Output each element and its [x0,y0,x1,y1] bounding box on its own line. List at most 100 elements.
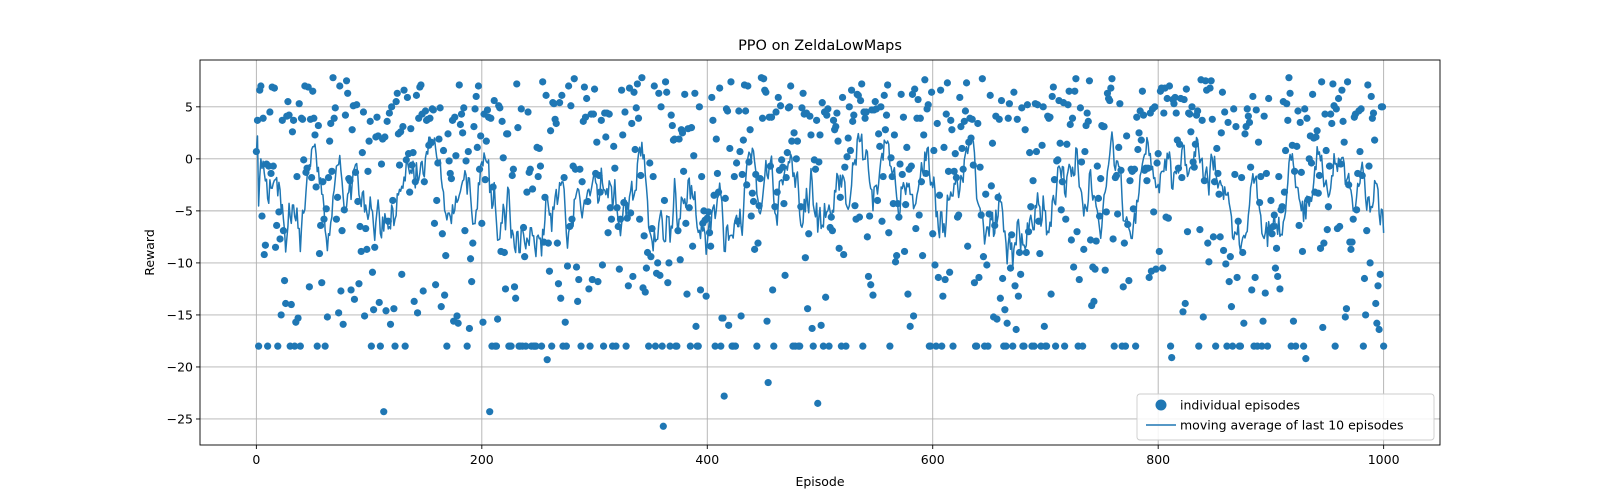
data-point [946,269,953,276]
data-point [351,296,358,303]
data-point [1364,81,1371,88]
data-point [1295,222,1302,229]
data-point [1106,97,1113,104]
data-point [1209,116,1216,123]
data-point [1300,343,1307,350]
data-point [887,154,894,161]
data-point [389,197,396,204]
data-point [675,135,682,142]
data-point [884,81,891,88]
data-point [413,92,420,99]
data-point [987,92,994,99]
data-point [257,82,264,89]
data-point [807,131,814,138]
data-point [637,172,644,179]
data-point [1085,118,1092,125]
data-point [661,197,668,204]
data-point [938,343,945,350]
data-point [1143,177,1150,184]
data-point [440,147,447,154]
data-point [1103,208,1110,215]
data-point [813,117,820,124]
data-point [841,164,848,171]
data-point [1249,93,1256,100]
data-point [585,285,592,292]
data-point [1328,120,1335,127]
data-point [270,163,277,170]
data-point [689,243,696,250]
data-point [1245,113,1252,120]
data-point [902,201,909,208]
data-point [804,305,811,312]
data-point [1212,343,1219,350]
data-point [1005,115,1012,122]
data-point [562,319,569,326]
data-point [866,212,873,219]
data-point [399,123,406,130]
data-point [1217,233,1224,240]
data-point [1347,246,1354,253]
data-point [1138,137,1145,144]
x-tick-label: 200 [470,452,494,467]
data-point [382,307,389,314]
data-point [1228,303,1235,310]
data-point [725,322,732,329]
data-point [1262,289,1269,296]
data-point [573,263,580,270]
data-point [643,265,650,272]
data-point [1292,343,1299,350]
data-point [1370,109,1377,116]
legend-label-scatter: individual episodes [1180,398,1300,413]
data-point [634,80,641,87]
data-point [482,176,489,183]
data-point [1022,126,1029,133]
data-point [1002,343,1009,350]
data-point [910,312,917,319]
data-point [1078,158,1085,165]
data-point [1283,100,1290,107]
data-point [948,126,955,133]
data-point [934,120,941,127]
data-point [892,258,899,265]
data-point [717,343,724,350]
data-point [698,173,705,180]
data-point [1303,115,1310,122]
data-point [1061,343,1068,350]
data-point [1166,82,1173,89]
data-point [349,126,356,133]
data-point [1374,282,1381,289]
data-point [462,157,469,164]
data-point [916,211,923,218]
data-point [775,94,782,101]
data-point [394,90,401,97]
data-point [1062,216,1069,223]
data-point [604,229,611,236]
data-point [1120,283,1127,290]
data-point [705,208,712,215]
data-point [332,104,339,111]
data-point [333,216,340,223]
data-point [760,75,767,82]
data-point [459,129,466,136]
data-point [1343,305,1350,312]
data-point [261,251,268,258]
data-point [858,80,865,87]
data-point [861,115,868,122]
data-point [1286,90,1293,97]
data-point [391,343,398,350]
data-point [874,197,881,204]
data-point [754,240,761,247]
data-point [1206,84,1213,91]
data-point [736,148,743,155]
data-point [983,261,990,268]
data-point [1253,106,1260,113]
data-point [1360,343,1367,350]
data-point [1342,313,1349,320]
data-point [1357,105,1364,112]
data-point [840,251,847,258]
data-point [1252,274,1259,281]
data-point [635,115,642,122]
data-point [1004,320,1011,327]
data-point [347,286,354,293]
x-tick-label: 600 [921,452,945,467]
